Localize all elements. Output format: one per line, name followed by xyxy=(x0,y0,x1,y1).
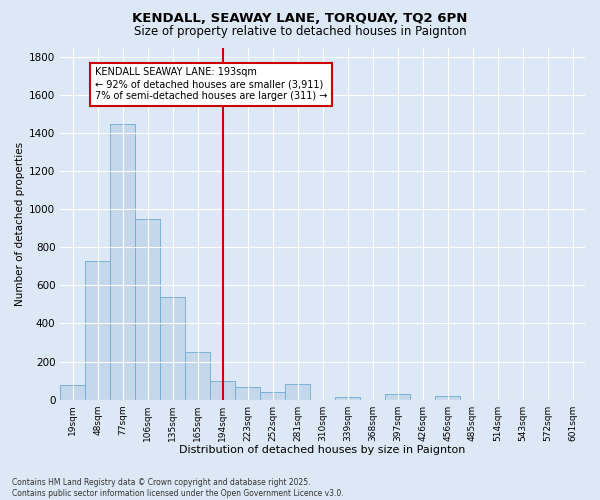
Text: KENDALL, SEAWAY LANE, TORQUAY, TQ2 6PN: KENDALL, SEAWAY LANE, TORQUAY, TQ2 6PN xyxy=(133,12,467,24)
Bar xyxy=(135,219,160,400)
Text: Size of property relative to detached houses in Paignton: Size of property relative to detached ho… xyxy=(134,25,466,38)
Text: KENDALL SEAWAY LANE: 193sqm
← 92% of detached houses are smaller (3,911)
7% of s: KENDALL SEAWAY LANE: 193sqm ← 92% of det… xyxy=(95,68,328,100)
Bar xyxy=(235,387,260,400)
Bar xyxy=(160,297,185,400)
Bar xyxy=(185,352,210,400)
Bar xyxy=(85,260,110,400)
Bar xyxy=(435,396,460,400)
Text: Contains HM Land Registry data © Crown copyright and database right 2025.
Contai: Contains HM Land Registry data © Crown c… xyxy=(12,478,344,498)
Bar xyxy=(60,386,85,400)
Y-axis label: Number of detached properties: Number of detached properties xyxy=(15,142,25,306)
Bar xyxy=(110,124,135,400)
Bar xyxy=(385,394,410,400)
Bar xyxy=(260,392,285,400)
Bar xyxy=(210,380,235,400)
Bar xyxy=(285,384,310,400)
Bar xyxy=(335,396,360,400)
X-axis label: Distribution of detached houses by size in Paignton: Distribution of detached houses by size … xyxy=(179,445,466,455)
